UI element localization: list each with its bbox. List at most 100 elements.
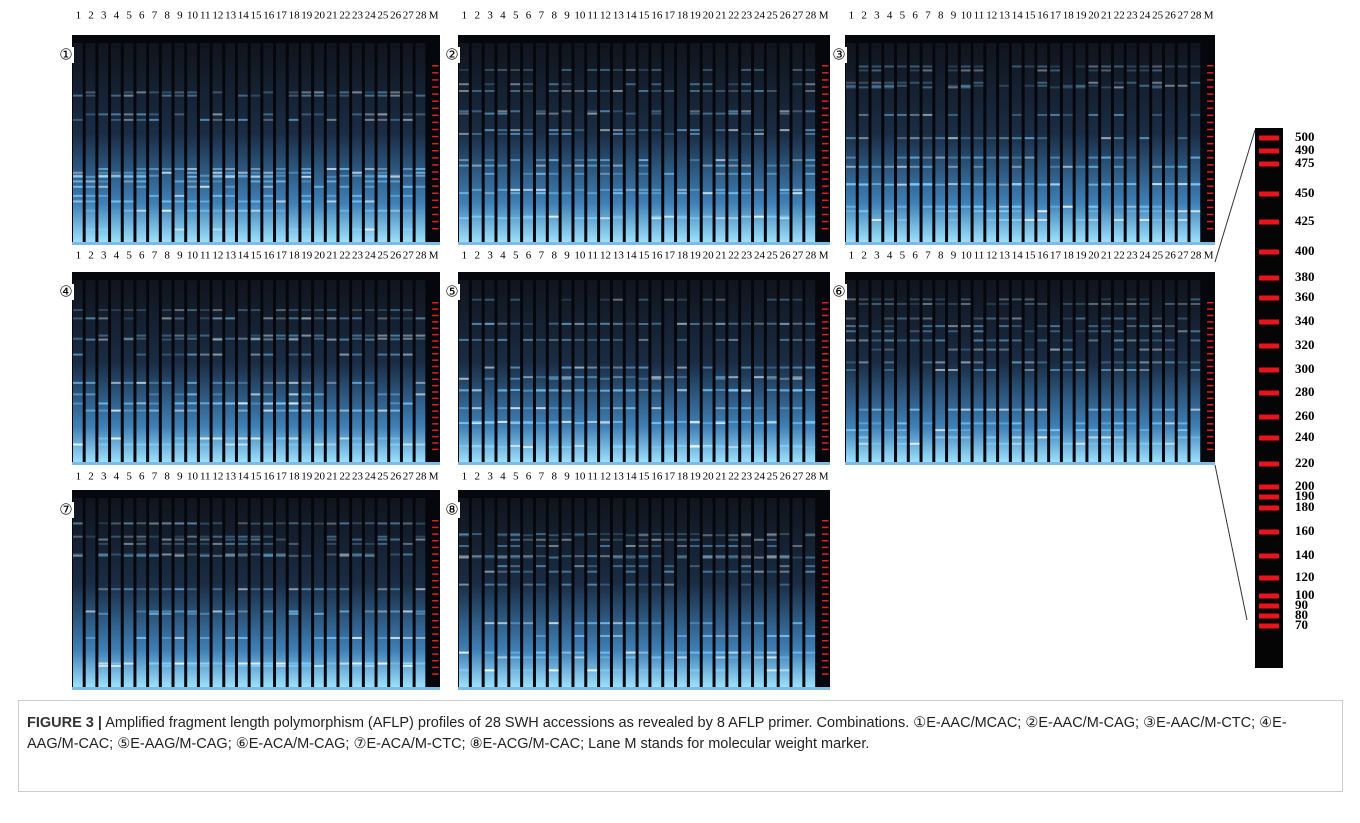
- caption-label: FIGURE 3 |: [27, 715, 102, 731]
- band: [523, 669, 533, 672]
- band: [871, 302, 882, 305]
- band: [212, 317, 223, 320]
- lane-label: 13: [999, 10, 1011, 22]
- lane-label: 27: [403, 10, 415, 22]
- band: [225, 402, 235, 405]
- band: [846, 317, 856, 320]
- band: [174, 194, 185, 197]
- band: [136, 167, 147, 170]
- band: [187, 522, 197, 525]
- band: [276, 409, 286, 412]
- band: [136, 443, 147, 446]
- band: [250, 402, 261, 405]
- band: [276, 174, 286, 177]
- panel-number-bg: [444, 502, 460, 518]
- panel-number: ④: [59, 284, 72, 300]
- band: [136, 636, 147, 639]
- band: [651, 544, 662, 547]
- band: [1177, 65, 1188, 68]
- band: [339, 636, 350, 639]
- band: [326, 553, 337, 556]
- band: [459, 68, 469, 71]
- band: [123, 180, 134, 183]
- lane-label: 2: [861, 250, 867, 262]
- band: [377, 538, 388, 541]
- band: [664, 583, 675, 586]
- band: [766, 89, 777, 92]
- band: [174, 228, 185, 231]
- band: [123, 309, 134, 312]
- band: [779, 377, 790, 380]
- band: [754, 556, 764, 559]
- lane-label: 10: [187, 250, 199, 262]
- lane-label: 28: [805, 250, 817, 262]
- band: [250, 664, 261, 667]
- band: [884, 183, 895, 186]
- band: [174, 180, 185, 183]
- gel-floor: [845, 462, 1215, 465]
- lane-label: 4: [500, 471, 506, 483]
- band: [237, 381, 248, 384]
- band: [999, 422, 1009, 425]
- band: [471, 388, 482, 391]
- marker-band: [822, 372, 829, 374]
- lane-label: M: [429, 250, 439, 262]
- lane: [402, 280, 413, 463]
- band: [402, 118, 413, 121]
- band: [1113, 361, 1124, 364]
- band: [986, 183, 997, 186]
- band: [548, 420, 559, 423]
- band: [638, 159, 649, 162]
- band: [301, 334, 312, 337]
- band: [390, 337, 400, 340]
- band: [625, 366, 636, 369]
- band: [402, 542, 413, 545]
- lane: [225, 498, 235, 688]
- band: [523, 583, 533, 586]
- band: [858, 361, 869, 364]
- lane-label: 24: [1139, 10, 1151, 22]
- band: [136, 542, 147, 545]
- band: [548, 622, 559, 625]
- band: [212, 610, 223, 613]
- band: [237, 664, 248, 667]
- band: [548, 112, 559, 115]
- band: [212, 337, 223, 340]
- band: [805, 83, 816, 86]
- marker-size: 70: [1295, 617, 1308, 632]
- lane: [377, 280, 388, 463]
- marker-band: [432, 65, 439, 67]
- band: [846, 339, 856, 342]
- band: [98, 664, 109, 667]
- band: [897, 218, 907, 221]
- band: [1062, 84, 1073, 87]
- band: [187, 94, 197, 97]
- band: [484, 555, 495, 558]
- band: [1164, 325, 1175, 328]
- marker-size: 400: [1295, 243, 1315, 258]
- band: [792, 389, 803, 392]
- band: [689, 669, 700, 672]
- band: [263, 393, 274, 396]
- band: [225, 538, 235, 541]
- lane-label: 8: [551, 250, 557, 262]
- marker-band: [432, 660, 439, 662]
- lane-label: 26: [1165, 250, 1177, 262]
- lane: [728, 43, 739, 243]
- lane-label: 7: [152, 471, 158, 483]
- lane-label: 5: [900, 250, 906, 262]
- band: [123, 317, 134, 320]
- band: [390, 393, 400, 396]
- band: [1139, 298, 1150, 301]
- marker-band: [1207, 391, 1214, 393]
- band: [779, 323, 790, 326]
- band: [766, 634, 777, 637]
- marker-size: 220: [1295, 455, 1315, 470]
- band: [212, 353, 223, 356]
- band: [288, 542, 299, 545]
- band: [858, 442, 869, 445]
- band: [702, 622, 713, 625]
- marker-band: [1207, 121, 1214, 124]
- lane: [352, 280, 362, 463]
- band: [960, 183, 971, 186]
